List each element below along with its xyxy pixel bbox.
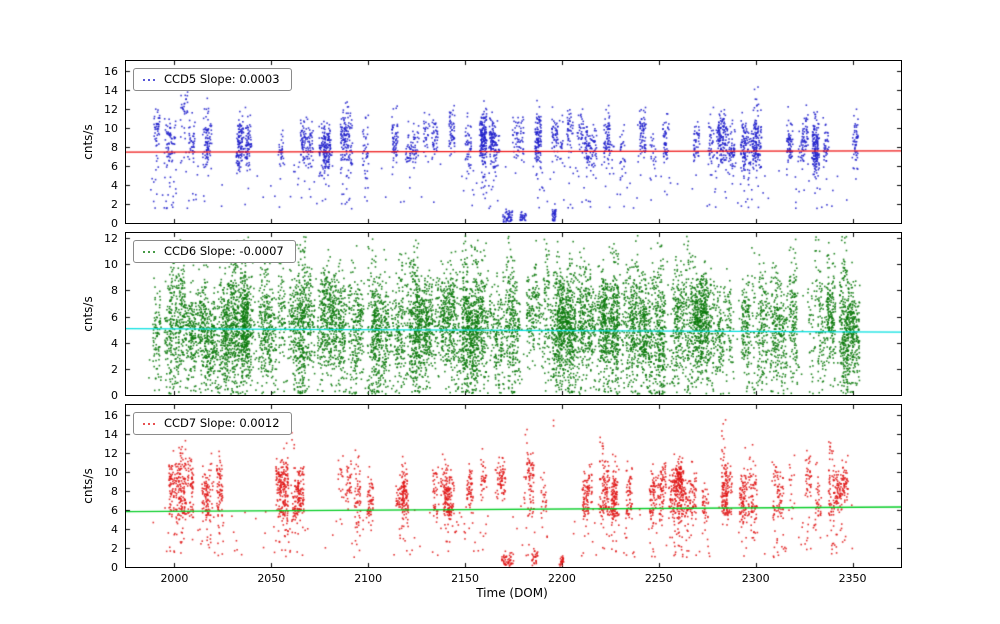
y-tick-label: 10 bbox=[104, 465, 118, 479]
y-tick-label: 4 bbox=[111, 178, 118, 192]
x-tick-label: 2000 bbox=[160, 572, 189, 585]
y-tick-label: 8 bbox=[111, 484, 118, 498]
legend-marker-dots bbox=[143, 250, 155, 253]
y-tick-label: 4 bbox=[111, 522, 118, 536]
y-tick-label: 0 bbox=[111, 561, 118, 574]
y-tick-label: 6 bbox=[111, 310, 118, 324]
legend-label: CCD5 Slope: 0.0003 bbox=[164, 72, 280, 86]
x-tick-label: 2050 bbox=[257, 572, 286, 585]
legend-ccd6: CCD6 Slope: -0.0007 bbox=[133, 240, 296, 263]
x-tick-label: 2100 bbox=[354, 572, 383, 585]
legend-label: CCD6 Slope: -0.0007 bbox=[164, 244, 284, 258]
legend-marker-dots bbox=[143, 422, 155, 425]
panel-ccd6: cnts/s CCD6 Slope: -0.0007 0 2 4 6 8 10 12 bbox=[81, 232, 902, 402]
x-tick-label: 2150 bbox=[451, 572, 480, 585]
panel-ccd5: cnts/s CCD5 Slope: 0.0003 0 2 4 6 8 10 12 14 16 bbox=[81, 60, 902, 230]
x-tick-label: 2250 bbox=[644, 572, 673, 585]
legend-marker-dots bbox=[143, 78, 155, 81]
y-tick-label: 2 bbox=[111, 362, 118, 376]
y-tick-label: 0 bbox=[111, 389, 118, 402]
y-tick-label: 0 bbox=[111, 217, 118, 230]
legend-ccd5: CCD5 Slope: 0.0003 bbox=[133, 68, 292, 91]
y-tick-label: 16 bbox=[104, 64, 118, 78]
y-tick-label: 6 bbox=[111, 503, 118, 517]
y-tick-label: 8 bbox=[111, 140, 118, 154]
y-tick-label: 12 bbox=[104, 446, 118, 460]
x-tick-label: 2300 bbox=[741, 572, 770, 585]
y-tick-label: 2 bbox=[111, 197, 118, 211]
x-tick-label: 2350 bbox=[838, 572, 867, 585]
y-tick-label: 12 bbox=[104, 232, 118, 246]
y-tick-label: 4 bbox=[111, 336, 118, 350]
legend-ccd7: CCD7 Slope: 0.0012 bbox=[133, 412, 292, 435]
y-tick-label: 6 bbox=[111, 159, 118, 173]
y-tick-label: 10 bbox=[104, 121, 118, 135]
legend-label: CCD7 Slope: 0.0012 bbox=[164, 416, 280, 430]
y-tick-label: 10 bbox=[104, 258, 118, 272]
x-tick-label: 2200 bbox=[547, 572, 576, 585]
y-tick-label: 14 bbox=[104, 427, 118, 441]
y-tick-label: 16 bbox=[104, 408, 118, 422]
y-tick-label: 2 bbox=[111, 541, 118, 555]
panel-ccd7: cnts/s CCD7 Slope: 0.0012 0 2 4 6 8 10 12 14 16 2… bbox=[81, 404, 902, 585]
y-tick-label: 12 bbox=[104, 102, 118, 116]
x-axis-title: Time (DOM) bbox=[476, 586, 548, 600]
y-tick-label: 14 bbox=[104, 83, 118, 97]
y-tick-label: 8 bbox=[111, 284, 118, 298]
